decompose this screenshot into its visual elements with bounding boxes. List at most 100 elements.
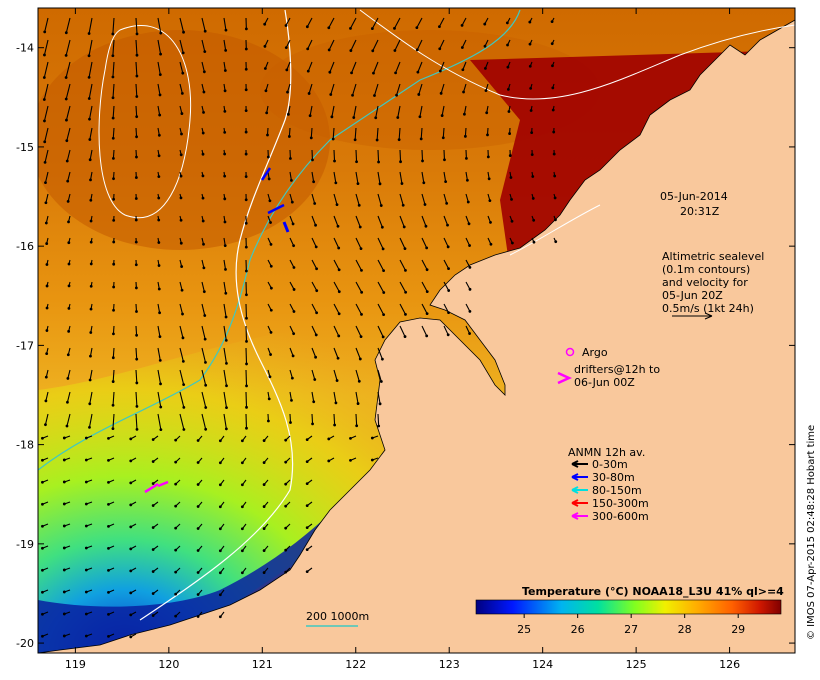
velocity-arrow-head [245,339,248,343]
velocity-arrow-head [157,241,161,244]
velocity-arrow [289,391,293,401]
velocity-arrow-head [66,179,70,183]
velocity-arrow-head [204,406,208,409]
velocity-arrow-head [404,290,408,294]
velocity-arrow-head [245,293,248,297]
velocity-arrow-head [438,47,442,51]
velocity-arrow-head [111,156,115,160]
velocity-arrow-head [224,268,227,271]
colorbar-tick-label: 26 [571,623,585,636]
velocity-arrow-head [65,139,69,143]
velocity-arrow [223,39,227,51]
anmn-swatch-head [571,512,579,520]
velocity-arrow [307,39,313,50]
velocity-arrow-head [551,86,555,90]
velocity-arrow-head [202,290,206,294]
velocity-arrow [201,39,206,52]
velocity-arrow-head [179,218,183,222]
velocity-arrow-head [181,360,185,363]
plot-frame [37,7,796,654]
anmn-swatch-head [571,460,579,468]
velocity-arrow [377,347,383,360]
velocity-arrow-head [240,527,244,531]
velocity-arrow-head [335,379,339,382]
velocity-arrow-head [42,76,46,79]
velocity-arrow-head [370,436,374,440]
velocity-arrow-head [181,51,185,55]
velocity-arrow-head [439,91,443,95]
velocity-arrow [377,259,385,271]
velocity-arrow [443,259,450,269]
velocity-arrow-head [403,247,407,250]
velocity-arrow-head [88,426,91,429]
velocity-arrow [43,105,49,122]
anmn-depth-label: 30-80m [592,471,635,484]
velocity-arrow [333,391,337,403]
velocity-arrow-head [488,199,492,203]
velocity-arrow-head [89,240,93,244]
velocity-arrow-head [89,219,93,223]
velocity-arrow-head [336,356,340,360]
velocity-arrow [421,193,426,205]
velocity-arrow-head [107,524,110,528]
velocity-arrow-head [41,480,44,484]
velocity-arrow [377,193,382,206]
velocity-arrow [287,105,291,115]
velocity-arrow-head [218,483,222,487]
velocity-arrow-head [508,154,512,157]
velocity-arrow-head [443,158,446,162]
velocity-arrow-head [305,504,309,507]
velocity-arrow-head [292,244,296,248]
velocity-arrow [179,347,184,362]
velocity-arrow [376,127,379,141]
velocity-arrow-head [107,480,110,484]
velocity-arrow-head [360,312,363,316]
velocity-arrow-head [135,428,139,431]
velocity-arrow-head [485,111,489,115]
velocity-arrow-head [62,634,66,638]
velocity-arrow-head [268,375,272,379]
velocity-arrow-head [486,133,489,137]
sealevel-contour-north [359,9,795,100]
velocity-arrow-head [269,242,273,246]
velocity-arrow-head [292,310,296,313]
velocity-arrow-head [528,64,532,68]
velocity-arrow-head [111,54,115,58]
velocity-arrow [179,61,184,74]
velocity-arrow-head [425,334,429,338]
velocity-arrow-head [218,549,222,553]
velocity-arrow [399,193,404,206]
velocity-arrow [372,39,379,52]
velocity-arrow-head [157,218,161,222]
velocity-arrow [333,369,338,381]
velocity-arrow-head [438,69,442,73]
velocity-arrow-head [267,397,271,401]
velocity-arrow [399,303,406,315]
velocity-arrow [45,391,49,401]
velocity-arrow-head [372,71,375,75]
velocity-arrow-head [551,108,555,112]
velocity-arrow [308,83,313,94]
velocity-arrow-head [445,201,449,205]
velocity-arrow-head [554,218,557,222]
velocity-arrow [419,105,423,117]
velocity-arrow [285,39,291,48]
velocity-arrow-head [135,310,138,313]
velocity-arrow-head [43,119,46,123]
velocity-arrow-head [182,428,186,431]
velocity-arrow-head [337,290,341,294]
velocity-arrow [399,259,406,271]
velocity-arrow-head [315,311,319,315]
velocity-arrow-head [379,204,383,207]
velocity-arrow-head [201,174,205,178]
velocity-arrow [377,391,381,404]
velocity-arrow [67,171,71,182]
velocity-arrow [353,105,357,118]
velocity-arrow [328,17,335,28]
velocity-arrow-head [151,482,155,485]
velocity-arrow-head [446,245,450,249]
velocity-arrow-head [468,265,472,269]
velocity-arrow [157,391,162,408]
velocity-arrow-head [66,353,70,357]
velocity-arrow [311,347,317,358]
